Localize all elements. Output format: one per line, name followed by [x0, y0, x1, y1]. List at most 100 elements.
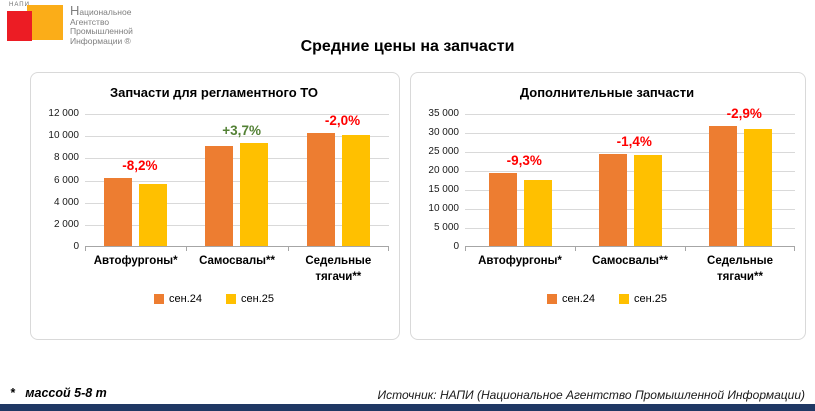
- bar-group-2: -2,9%: [685, 106, 795, 246]
- bar-sen25: [139, 183, 168, 246]
- x-axis-tick: [685, 246, 686, 251]
- chart-panel-maintenance-parts: Запчасти для регламентного ТО 0 2 000 4 00…: [30, 72, 400, 340]
- gridline: [85, 158, 389, 160]
- logo-text-line: Национальное: [70, 3, 132, 18]
- gridline: [85, 224, 389, 226]
- legend-item: сен.24: [547, 293, 595, 305]
- chart-title: Запчасти для регламентного ТО: [109, 85, 319, 100]
- change-label: -2,9%: [726, 105, 762, 121]
- logo-text-line: Информации ®: [70, 35, 131, 46]
- legend: сен.24 сен.25: [419, 293, 795, 305]
- gridline: [465, 228, 795, 229]
- legend-label: сен.25: [634, 293, 667, 305]
- bar-group-0: -8,2%: [85, 114, 186, 246]
- logo-red-square: [7, 11, 32, 41]
- gridline: [465, 171, 795, 172]
- y-tick-label: 25 000: [428, 146, 459, 157]
- y-tick-label: 10 000: [48, 130, 79, 142]
- y-tick-label: 12 000: [48, 108, 79, 119]
- gridline: [465, 190, 795, 191]
- bar-sen25: [743, 129, 772, 246]
- footnote-mass-5-8t: * массой 5-8 т: [10, 386, 107, 400]
- logo-yellow-square: [27, 5, 63, 40]
- x-axis-labels: Автофургоны* Самосвалы** Седельные тягачи*…: [465, 247, 795, 291]
- y-tick-label: 30 000: [428, 127, 459, 138]
- gridline: [465, 152, 795, 153]
- source-caption: Источник: НАПИ (Национальное Агентство П…: [377, 388, 805, 402]
- bar-sen24: [205, 146, 234, 246]
- x-axis-tick: [186, 246, 188, 251]
- y-tick-label: 4 000: [53, 196, 79, 208]
- y-tick-label: 6 000: [53, 174, 79, 186]
- plot-area: -8,2% +3,7% -2,0%: [85, 113, 389, 251]
- logo-abbr-text: НАПИ: [9, 2, 30, 8]
- x-category-label: Самосвалы**: [592, 255, 668, 267]
- x-axis-tick: [465, 246, 466, 251]
- legend-item: сен.25: [619, 293, 667, 305]
- y-tick-label: 10 000: [428, 203, 459, 214]
- bar-sen24: [104, 178, 133, 246]
- x-category-label: Самосвалы**: [199, 255, 275, 267]
- bar-group-2: -2,0%: [288, 113, 389, 246]
- legend-swatch: [154, 294, 165, 304]
- legend-swatch: [226, 294, 236, 304]
- chart-panel-additional-parts: Дополнительные запчасти 0 5 000 10 000 15 0…: [410, 72, 806, 340]
- x-category-label: Автофургоны*: [93, 255, 178, 267]
- gridline: [465, 209, 795, 210]
- page-title: Средние цены на запчасти: [300, 38, 515, 55]
- gridline: [85, 180, 389, 182]
- plot-wrap: -8,2% +3,7% -2,0% Автофургоны* Самосвалы** С…: [85, 113, 389, 291]
- plot-area: -9,3% -1,4% -2,9%: [465, 106, 795, 251]
- napi-logo: НАПИ Национальное Агентство Промышленной…: [6, 2, 133, 48]
- x-axis-tick: [85, 246, 86, 251]
- legend-swatch: [619, 294, 629, 304]
- x-category-label: Седельные тягачи**: [305, 255, 372, 283]
- change-label: -8,2%: [122, 158, 158, 174]
- gridline: [465, 133, 795, 134]
- bar-sen24: [598, 153, 627, 246]
- gridline: [85, 202, 389, 204]
- y-tick-label: 8 000: [53, 152, 79, 164]
- y-axis-labels: 0 2 000 4 000 6 000 8 000 10 000 12 000: [39, 108, 85, 252]
- y-tick-label: 20 000: [428, 165, 459, 176]
- x-axis-tick: [794, 246, 795, 251]
- bar-sen25: [633, 154, 662, 246]
- y-tick-label: 5 000: [433, 222, 459, 233]
- chart-title: Дополнительные запчасти: [519, 85, 695, 100]
- y-tick-label: 0: [73, 241, 79, 252]
- legend-label: сен.24: [169, 293, 202, 305]
- bar-sen24: [488, 173, 517, 246]
- logo-text-line: Агентство: [70, 16, 110, 27]
- bar-sen25: [240, 142, 269, 246]
- change-label: -9,3%: [506, 153, 542, 169]
- bar-group-1: -1,4%: [575, 114, 685, 246]
- change-label: -1,4%: [616, 133, 652, 149]
- x-axis-tick: [388, 246, 389, 251]
- change-label: +3,7%: [222, 122, 261, 138]
- legend-item: сен.25: [226, 293, 274, 305]
- bar-sen25: [341, 135, 370, 246]
- x-axis-tick: [287, 246, 289, 251]
- legend-label: сен.25: [241, 293, 274, 305]
- gridline: [85, 114, 389, 115]
- y-tick-label: 35 000: [428, 108, 459, 119]
- y-tick-label: 2 000: [53, 218, 79, 230]
- y-tick-label: 15 000: [428, 184, 459, 195]
- logo-text-line: Промышленной: [70, 26, 133, 36]
- legend-swatch: [547, 294, 558, 304]
- y-axis-labels: 0 5 000 10 000 15 000 20 000 25 000 30 000 35 0…: [419, 108, 465, 252]
- y-tick-label: 0: [453, 241, 459, 252]
- legend: сен.24 сен.25: [39, 293, 389, 305]
- gridline: [85, 136, 389, 138]
- plot-wrap: -9,3% -1,4% -2,9% Автофургоны* Самосвалы** С…: [465, 106, 795, 291]
- napi-logo-mark: НАПИ: [6, 2, 64, 48]
- x-axis-tick: [574, 246, 576, 251]
- legend-item: сен.24: [154, 293, 202, 305]
- footer-bar: [0, 404, 815, 411]
- bar-sen24: [708, 125, 737, 246]
- bar-sen25: [523, 180, 552, 246]
- x-category-label: Седельные тягачи**: [707, 255, 773, 283]
- chart-body: 0 2 000 4 000 6 000 8 000 10 000 12 000 -8,2% +…: [39, 108, 389, 291]
- bar-sen24: [306, 132, 335, 246]
